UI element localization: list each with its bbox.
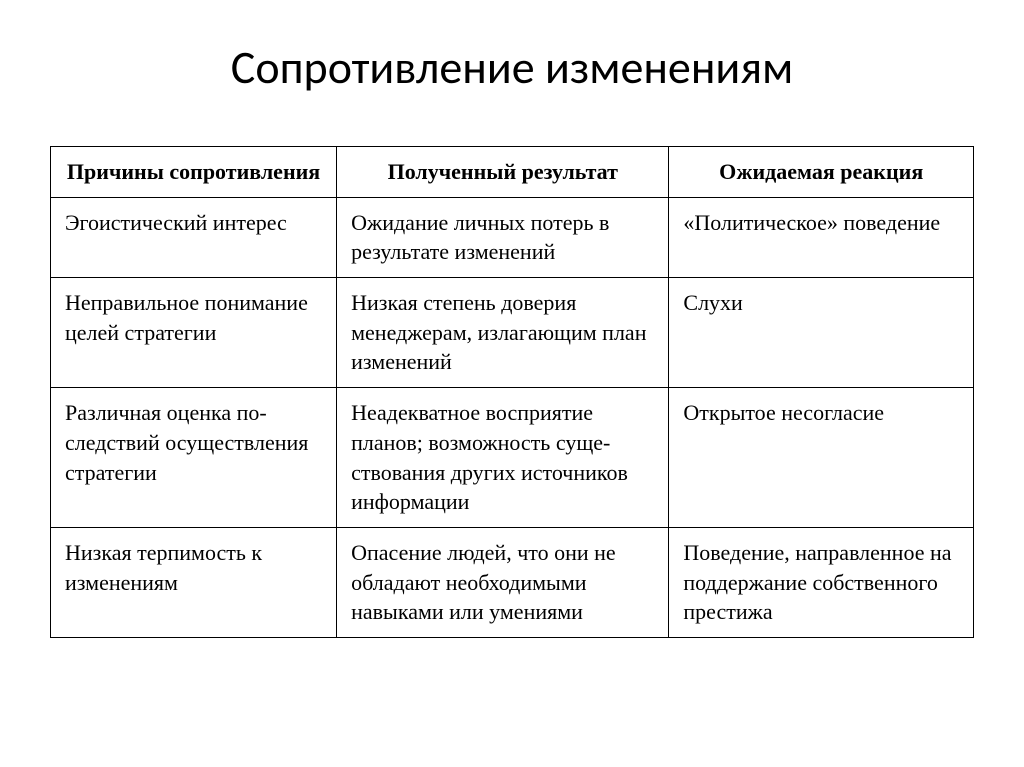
cell-result: Неадекватное восприятие планов; возможно…	[337, 388, 669, 528]
cell-reaction: Открытое несогласие	[669, 388, 974, 528]
cell-reaction: Слухи	[669, 278, 974, 388]
table-row: Различная оценка по­следствий осуществле…	[51, 388, 974, 528]
table-row: Эгоистический интерес Ожидание личных по…	[51, 197, 974, 277]
cell-result: Опасение людей, что они не обладают необ…	[337, 527, 669, 637]
cell-reason: Различная оценка по­следствий осуществле…	[51, 388, 337, 528]
cell-result: Ожидание личных потерь в результате изме…	[337, 197, 669, 277]
page-title: Сопротивление изменениям	[50, 40, 974, 96]
column-header-reasons: Причины сопротивления	[51, 147, 337, 198]
table-row: Низкая терпимость к изменениям Опасение …	[51, 527, 974, 637]
cell-reason: Низкая терпимость к изменениям	[51, 527, 337, 637]
cell-reason: Эгоистический интерес	[51, 197, 337, 277]
table-row: Неправильное понима­ние целей стратегии …	[51, 278, 974, 388]
cell-reaction: «Политическое» пове­дение	[669, 197, 974, 277]
cell-reaction: Поведение, направлен­ное на поддержание …	[669, 527, 974, 637]
column-header-reaction: Ожидаемая реакция	[669, 147, 974, 198]
table-header-row: Причины сопротивления Полученный результ…	[51, 147, 974, 198]
cell-reason: Неправильное понима­ние целей стратегии	[51, 278, 337, 388]
column-header-result: Полученный результат	[337, 147, 669, 198]
resistance-table: Причины сопротивления Полученный результ…	[50, 146, 974, 638]
cell-result: Низкая степень доверия менеджерам, излаг…	[337, 278, 669, 388]
